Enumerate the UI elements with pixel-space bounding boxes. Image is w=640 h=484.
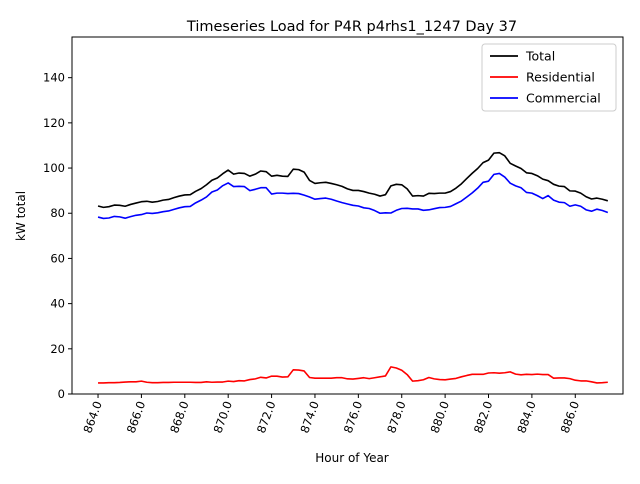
y-tick-label: 0 (58, 387, 65, 401)
series-line-commercial (97, 172, 609, 220)
axes-frame (71, 36, 624, 395)
y-tick-label: 40 (50, 297, 65, 311)
legend-label-total: Total (525, 49, 555, 64)
y-tick-label: 80 (50, 206, 65, 220)
legend-label-commercial: Commercial (526, 91, 601, 106)
series-line-total (97, 151, 609, 209)
legend-box (481, 43, 617, 112)
x-axis-label: Hour of Year (315, 451, 389, 465)
plot-area (97, 151, 609, 384)
y-tick-label: 120 (43, 116, 65, 130)
y-tick-label: 20 (50, 342, 65, 356)
series-line-residential (98, 366, 608, 384)
y-tick-label: 60 (50, 251, 65, 265)
legend-label-residential: Residential (526, 70, 595, 85)
y-tick-label: 140 (43, 71, 65, 85)
y-axis-label: kW total (14, 191, 28, 241)
y-tick-label: 100 (43, 161, 65, 175)
chart-title: Timeseries Load for P4R p4rhs1_1247 Day … (186, 19, 517, 35)
legend: Total Residential Commercial (481, 43, 617, 112)
